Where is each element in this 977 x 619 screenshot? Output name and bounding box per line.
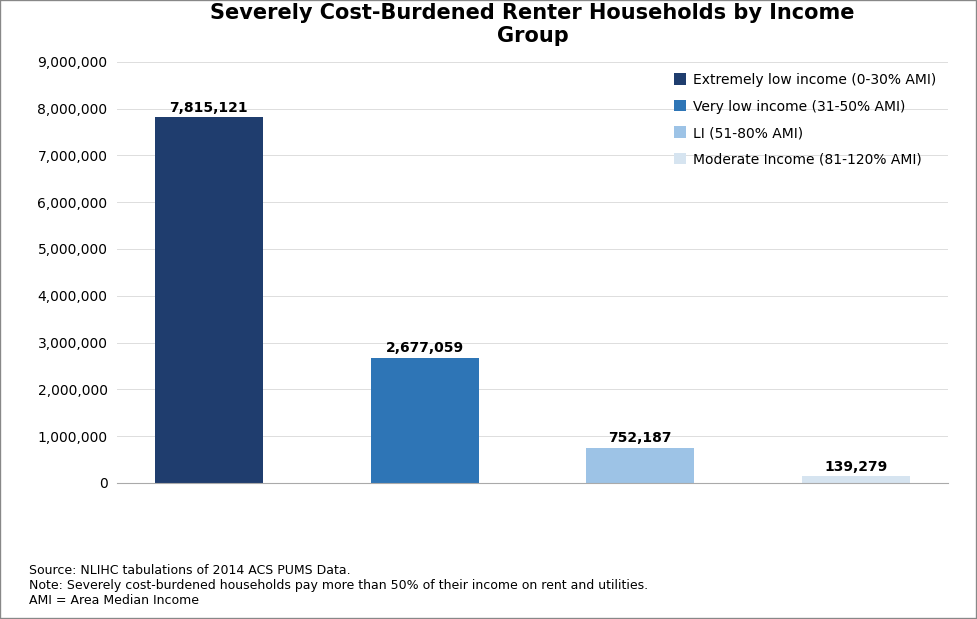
Bar [802, 476, 910, 483]
Text: 139,279: 139,279 [825, 460, 888, 474]
Text: Source: NLIHC tabulations of 2014 ACS PUMS Data.
Note: Severely cost-burdened ho: Source: NLIHC tabulations of 2014 ACS PU… [29, 564, 649, 607]
Text: 752,187: 752,187 [609, 431, 672, 445]
Bar [370, 358, 479, 483]
Text: 2,677,059: 2,677,059 [386, 341, 464, 355]
Bar [586, 448, 695, 483]
Legend: Extremely low income (0-30% AMI), Very low income (31-50% AMI), LI (51-80% AMI),: Extremely low income (0-30% AMI), Very l… [669, 69, 941, 171]
Title: Severely Cost-Burdened Renter Households by Income
Group: Severely Cost-Burdened Renter Households… [210, 3, 855, 46]
Bar [155, 118, 263, 483]
Text: 7,815,121: 7,815,121 [170, 101, 248, 115]
